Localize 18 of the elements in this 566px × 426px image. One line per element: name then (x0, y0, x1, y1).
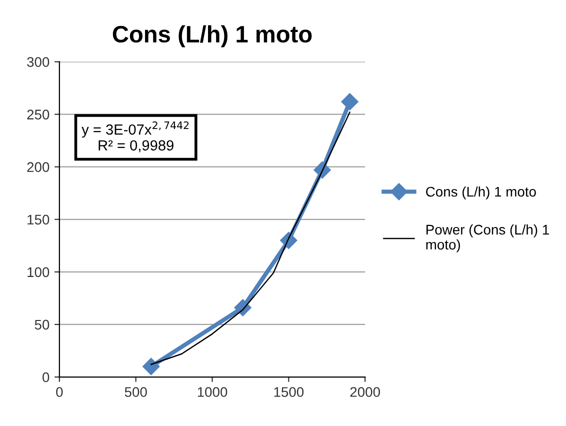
y-tick-label: 250 (27, 110, 50, 120)
legend-label: Cons (L/h) 1 moto (426, 186, 536, 200)
point (142, 358, 160, 376)
x-tick-label: 500 (124, 387, 147, 397)
y-tick-label: 300 (27, 57, 50, 67)
annotation: y = 3E-07x$^{2,7442}$ R² = 0,9989 (82, 121, 189, 152)
y-tick-label: 50 (34, 320, 50, 330)
y-tick-label: 150 (28, 214, 50, 225)
x-tick-label: 1500 (274, 387, 304, 397)
y-tick-label: 200 (27, 162, 50, 172)
x-tick-label: 1000 (198, 387, 228, 397)
y-tick-label: 100 (28, 267, 50, 278)
x-tick-label: 0 (56, 387, 63, 397)
chart-title: Cons (L/h) 1 moto (112, 25, 312, 48)
x-tick-label: 2000 (350, 387, 380, 397)
y-tick-label: 0 (42, 372, 50, 382)
point (341, 93, 358, 110)
legend-label: Power (Cons (L/h) 1 moto) (426, 224, 549, 252)
